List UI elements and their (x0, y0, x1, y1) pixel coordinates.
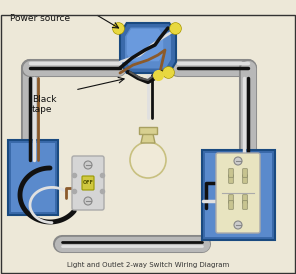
FancyBboxPatch shape (202, 150, 275, 240)
FancyBboxPatch shape (216, 153, 260, 233)
FancyBboxPatch shape (243, 201, 247, 209)
FancyBboxPatch shape (229, 169, 233, 177)
FancyBboxPatch shape (243, 195, 247, 203)
FancyBboxPatch shape (82, 176, 94, 190)
FancyBboxPatch shape (8, 140, 58, 215)
Text: Light and Outlet 2-way Switch Wiring Diagram: Light and Outlet 2-way Switch Wiring Dia… (67, 262, 229, 268)
FancyBboxPatch shape (243, 175, 247, 183)
Polygon shape (120, 23, 176, 73)
Circle shape (234, 157, 242, 165)
Polygon shape (141, 134, 155, 143)
Circle shape (84, 161, 92, 169)
FancyBboxPatch shape (229, 201, 233, 209)
Text: Power source: Power source (10, 14, 70, 23)
FancyBboxPatch shape (243, 169, 247, 177)
FancyBboxPatch shape (229, 175, 233, 183)
Text: Black
tape: Black tape (32, 95, 57, 115)
Circle shape (130, 142, 166, 178)
FancyBboxPatch shape (205, 153, 272, 237)
FancyBboxPatch shape (139, 127, 157, 134)
FancyBboxPatch shape (11, 143, 55, 212)
Text: OFF: OFF (83, 179, 94, 184)
Circle shape (84, 197, 92, 205)
Polygon shape (125, 27, 171, 68)
FancyBboxPatch shape (229, 195, 233, 203)
Polygon shape (127, 29, 163, 61)
FancyBboxPatch shape (72, 156, 104, 210)
Circle shape (234, 221, 242, 229)
